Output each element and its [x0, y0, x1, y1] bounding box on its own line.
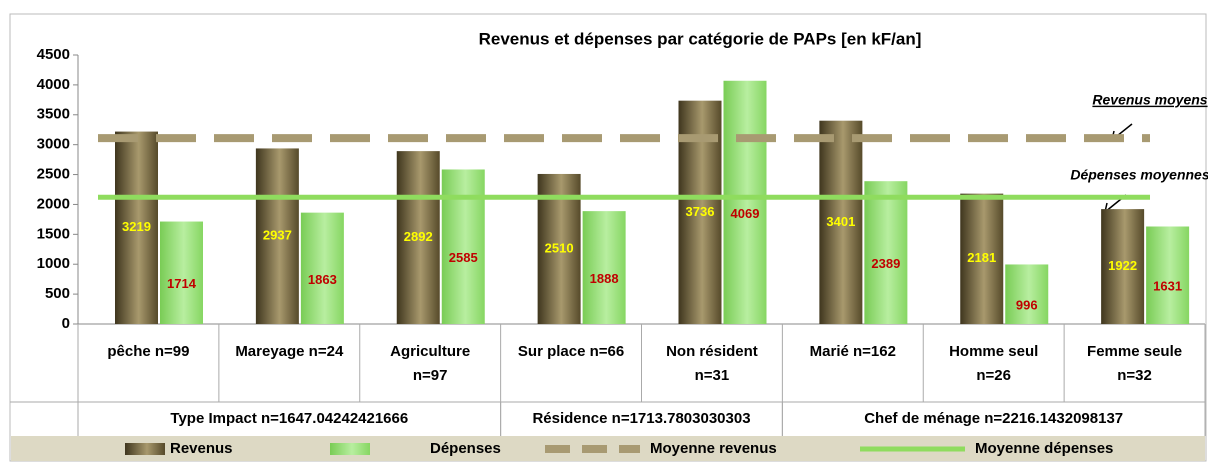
data-label: 2510: [545, 240, 574, 255]
bar: [115, 131, 158, 324]
x-tick-label: Mareyage n=24: [219, 340, 360, 364]
legend-swatch: [125, 443, 165, 455]
y-tick-label: 2500: [37, 166, 70, 183]
group-label: Résidence n=1713.7803030303: [532, 410, 750, 427]
y-tick-label: 3000: [37, 136, 70, 153]
bar: [864, 181, 908, 324]
bar: [582, 211, 626, 324]
y-tick-label: 0: [62, 315, 70, 332]
x-tick-text: Marié n=162: [809, 343, 896, 360]
data-label: 2937: [263, 228, 292, 243]
data-label: 4069: [731, 206, 760, 221]
bar: [960, 193, 1004, 324]
x-tick-text: Mareyage n=24: [235, 343, 344, 360]
data-label: 2892: [404, 229, 433, 244]
x-tick-text: Non résident n=31: [666, 343, 758, 384]
y-tick-label: 4500: [37, 46, 70, 63]
bar: [160, 221, 203, 324]
data-label: 1631: [1153, 279, 1182, 294]
legend-label: Dépenses: [430, 440, 501, 457]
bar: [441, 169, 485, 324]
bar: [1146, 226, 1190, 324]
bar: [1005, 264, 1049, 324]
data-label: 2181: [967, 250, 996, 265]
y-tick-label: 500: [45, 285, 70, 302]
x-tick-label: Sur place n=66: [501, 340, 642, 364]
bar: [255, 148, 299, 324]
legend-label: Moyenne revenus: [650, 440, 777, 457]
group-label: Type Impact n=1647.04242421666: [170, 410, 408, 427]
data-label: 1922: [1108, 258, 1137, 273]
x-tick-text: Femme seule n=32: [1087, 343, 1183, 384]
x-tick-text: Sur place n=66: [517, 343, 625, 360]
bar: [300, 212, 344, 324]
data-label: 2389: [871, 256, 900, 271]
y-tick-label: 1000: [37, 255, 70, 272]
annotation: Dépenses moyennes: [1070, 167, 1208, 183]
bar: [723, 80, 767, 324]
x-tick-text: Agriculture n=97: [390, 343, 471, 384]
bar: [396, 151, 440, 324]
legend-label: Moyenne dépenses: [975, 440, 1113, 457]
x-tick-label: Agriculture n=97: [360, 340, 501, 388]
data-label: 996: [1016, 298, 1038, 313]
data-label: 3219: [122, 219, 151, 234]
data-label: 3736: [686, 204, 715, 219]
x-tick-label: pêche n=99: [78, 340, 219, 364]
x-tick-text: Homme seul n=26: [949, 343, 1039, 384]
y-tick-label: 2000: [37, 195, 70, 212]
annotation: Revenus moyens: [1092, 92, 1207, 108]
chart-title: Revenus et dépenses par catégorie de PAP…: [479, 29, 922, 48]
x-tick-label: Non résident n=31: [642, 340, 783, 388]
data-label: 3401: [826, 214, 855, 229]
legend-label: Revenus: [170, 440, 233, 457]
y-tick-label: 4000: [37, 76, 70, 93]
bar: [1101, 209, 1145, 324]
x-tick-label: Homme seul n=26: [923, 340, 1064, 388]
data-label: 2585: [449, 250, 478, 265]
data-label: 1714: [167, 276, 197, 291]
data-label: 1888: [590, 271, 619, 286]
bar: [819, 120, 863, 325]
legend-swatch: [330, 443, 370, 455]
x-tick-label: Marié n=162: [782, 340, 923, 364]
y-tick-label: 1500: [37, 225, 70, 242]
legend-background: [11, 436, 1205, 461]
x-tick-text: pêche n=99: [107, 343, 190, 360]
x-tick-label: Femme seule n=32: [1064, 340, 1205, 388]
group-label: Chef de ménage n=2216.1432098137: [864, 410, 1123, 427]
y-tick-label: 3500: [37, 106, 70, 123]
data-label: 1863: [308, 272, 337, 287]
